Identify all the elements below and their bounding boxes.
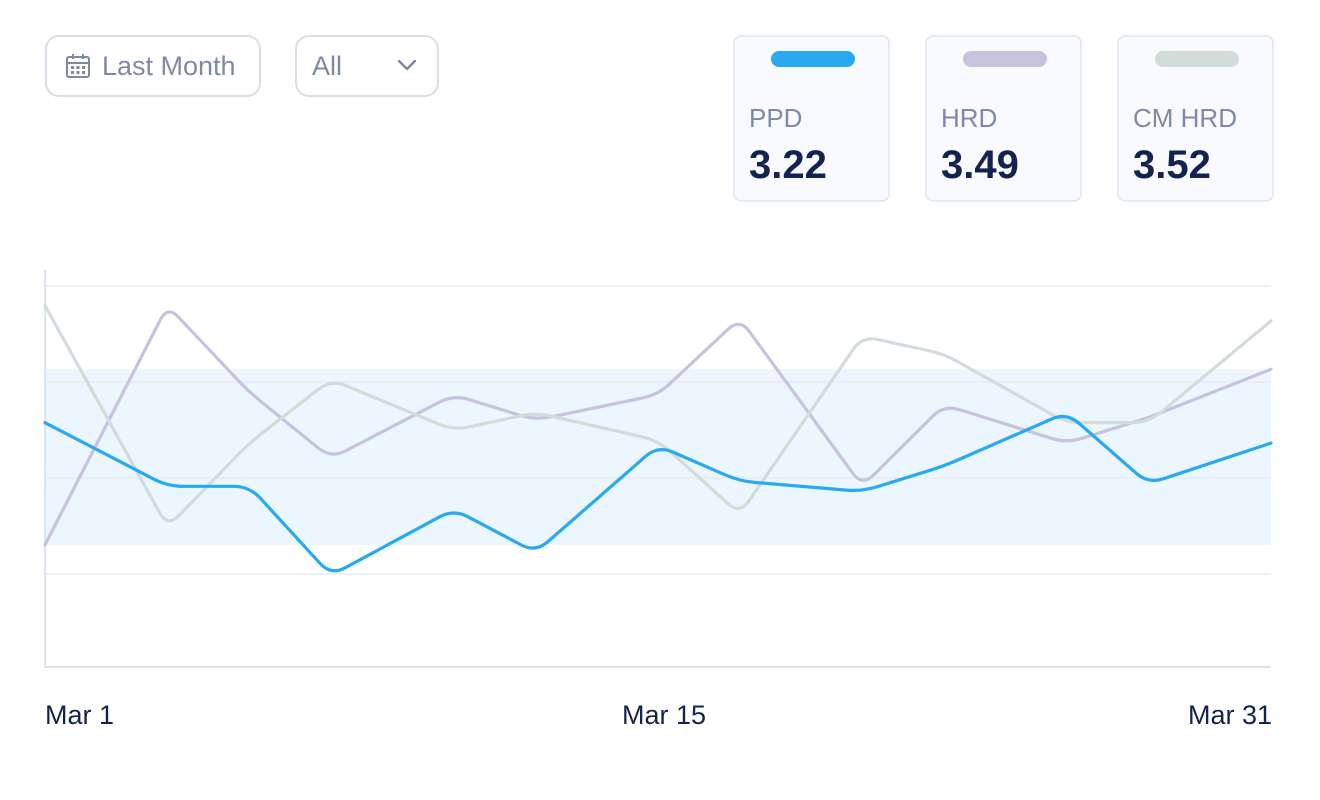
legend-swatch-ppd <box>771 51 855 67</box>
series-line-hrd <box>43 310 1273 547</box>
x-tick-label: Mar 1 <box>45 700 115 730</box>
x-tick-label: Mar 31 <box>1187 700 1272 730</box>
category-select[interactable]: All <box>295 35 439 97</box>
legend-card-label: HRD <box>941 103 998 133</box>
legend-card-label: CM HRD <box>1133 103 1237 133</box>
legend-card-label: PPD <box>749 103 803 133</box>
legend-swatch-hrd <box>963 51 1047 67</box>
date-range-label: Last Month <box>102 50 236 81</box>
x-tick-label: Mar 15 <box>622 700 707 730</box>
legend-card-hrd[interactable]: HRD 3.49 <box>925 35 1082 202</box>
date-range-button[interactable]: Last Month <box>45 35 261 97</box>
legend-swatch-cm-hrd <box>1155 51 1239 67</box>
legend-card-value: 3.22 <box>749 143 827 187</box>
legend-card-ppd[interactable]: PPD 3.22 <box>733 35 890 202</box>
legend-card-value: 3.49 <box>941 143 1019 187</box>
target-band <box>45 369 1271 545</box>
chevron-down-icon <box>397 59 417 71</box>
legend-card-value: 3.52 <box>1133 143 1211 187</box>
category-select-value: All <box>312 50 343 81</box>
series-line-ppd <box>43 414 1273 573</box>
calendar-icon <box>66 54 90 78</box>
legend-card-cm-hrd[interactable]: CM HRD 3.52 <box>1117 35 1274 202</box>
